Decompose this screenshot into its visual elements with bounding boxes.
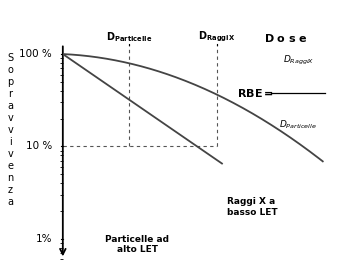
Text: S
o
p
r
a
v
v
i
v
e
n
z
a: S o p r a v v i v e n z a	[7, 53, 14, 207]
Text: 10 %: 10 %	[26, 141, 52, 151]
Text: 100 %: 100 %	[20, 49, 52, 59]
Text: 1%: 1%	[36, 234, 52, 244]
Text: $\mathbf{D\ o\ s\ e}$: $\mathbf{D\ o\ s\ e}$	[264, 32, 307, 43]
Text: Particelle ad
alto LET: Particelle ad alto LET	[105, 235, 169, 254]
Text: $\mathbf{D_{RaggiX}}$: $\mathbf{D_{RaggiX}}$	[198, 29, 235, 43]
Text: Raggi X a
basso LET: Raggi X a basso LET	[227, 197, 278, 217]
Text: $\mathbf{D_{Particelle}}$: $\mathbf{D_{Particelle}}$	[106, 30, 152, 43]
Text: $D_{Particelle}$: $D_{Particelle}$	[279, 118, 317, 131]
Text: $D_{RaggiX}$: $D_{RaggiX}$	[283, 54, 314, 67]
Text: $\mathbf{RBE=}$: $\mathbf{RBE=}$	[237, 87, 274, 99]
